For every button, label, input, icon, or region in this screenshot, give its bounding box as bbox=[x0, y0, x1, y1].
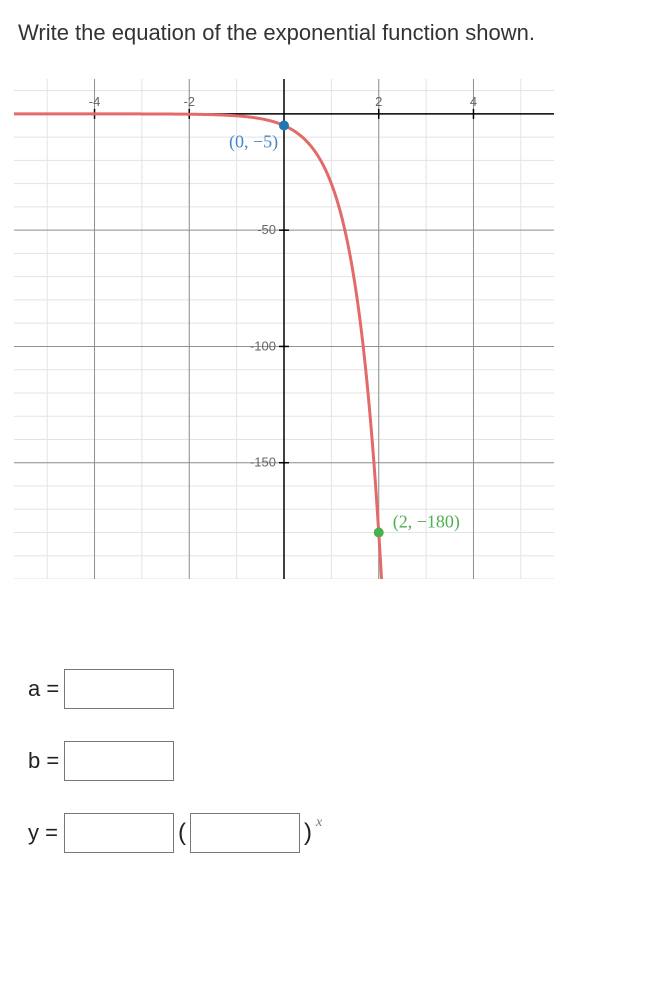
svg-text:4: 4 bbox=[470, 94, 477, 109]
exponential-chart: -4 -2 2 4 -50 -100 -150 (0, −5) (2, −180) bbox=[14, 79, 554, 579]
b-input[interactable] bbox=[64, 741, 174, 781]
svg-text:(0, −5): (0, −5) bbox=[229, 131, 278, 152]
y-coefficient-input[interactable] bbox=[64, 813, 174, 853]
question-prompt: Write the equation of the exponential fu… bbox=[18, 18, 628, 49]
svg-text:2: 2 bbox=[375, 94, 382, 109]
input-row-a: a = bbox=[18, 669, 628, 709]
open-paren: ( bbox=[178, 819, 186, 847]
chart-container: -4 -2 2 4 -50 -100 -150 (0, −5) (2, −180) bbox=[14, 79, 554, 579]
a-input[interactable] bbox=[64, 669, 174, 709]
svg-text:-100: -100 bbox=[250, 338, 276, 353]
svg-text:-4: -4 bbox=[89, 94, 101, 109]
svg-text:-150: -150 bbox=[250, 455, 276, 470]
a-label: a = bbox=[18, 676, 64, 702]
svg-text:(2, −180): (2, −180) bbox=[393, 511, 460, 532]
close-paren: ) bbox=[304, 819, 312, 847]
exponent-x: x bbox=[316, 815, 322, 831]
b-label: b = bbox=[18, 748, 64, 774]
input-row-y: y = ( ) x bbox=[18, 813, 628, 853]
y-label: y = bbox=[18, 820, 64, 846]
y-base-input[interactable] bbox=[190, 813, 300, 853]
svg-text:-2: -2 bbox=[183, 94, 195, 109]
svg-text:-50: -50 bbox=[257, 222, 276, 237]
input-row-b: b = bbox=[18, 741, 628, 781]
